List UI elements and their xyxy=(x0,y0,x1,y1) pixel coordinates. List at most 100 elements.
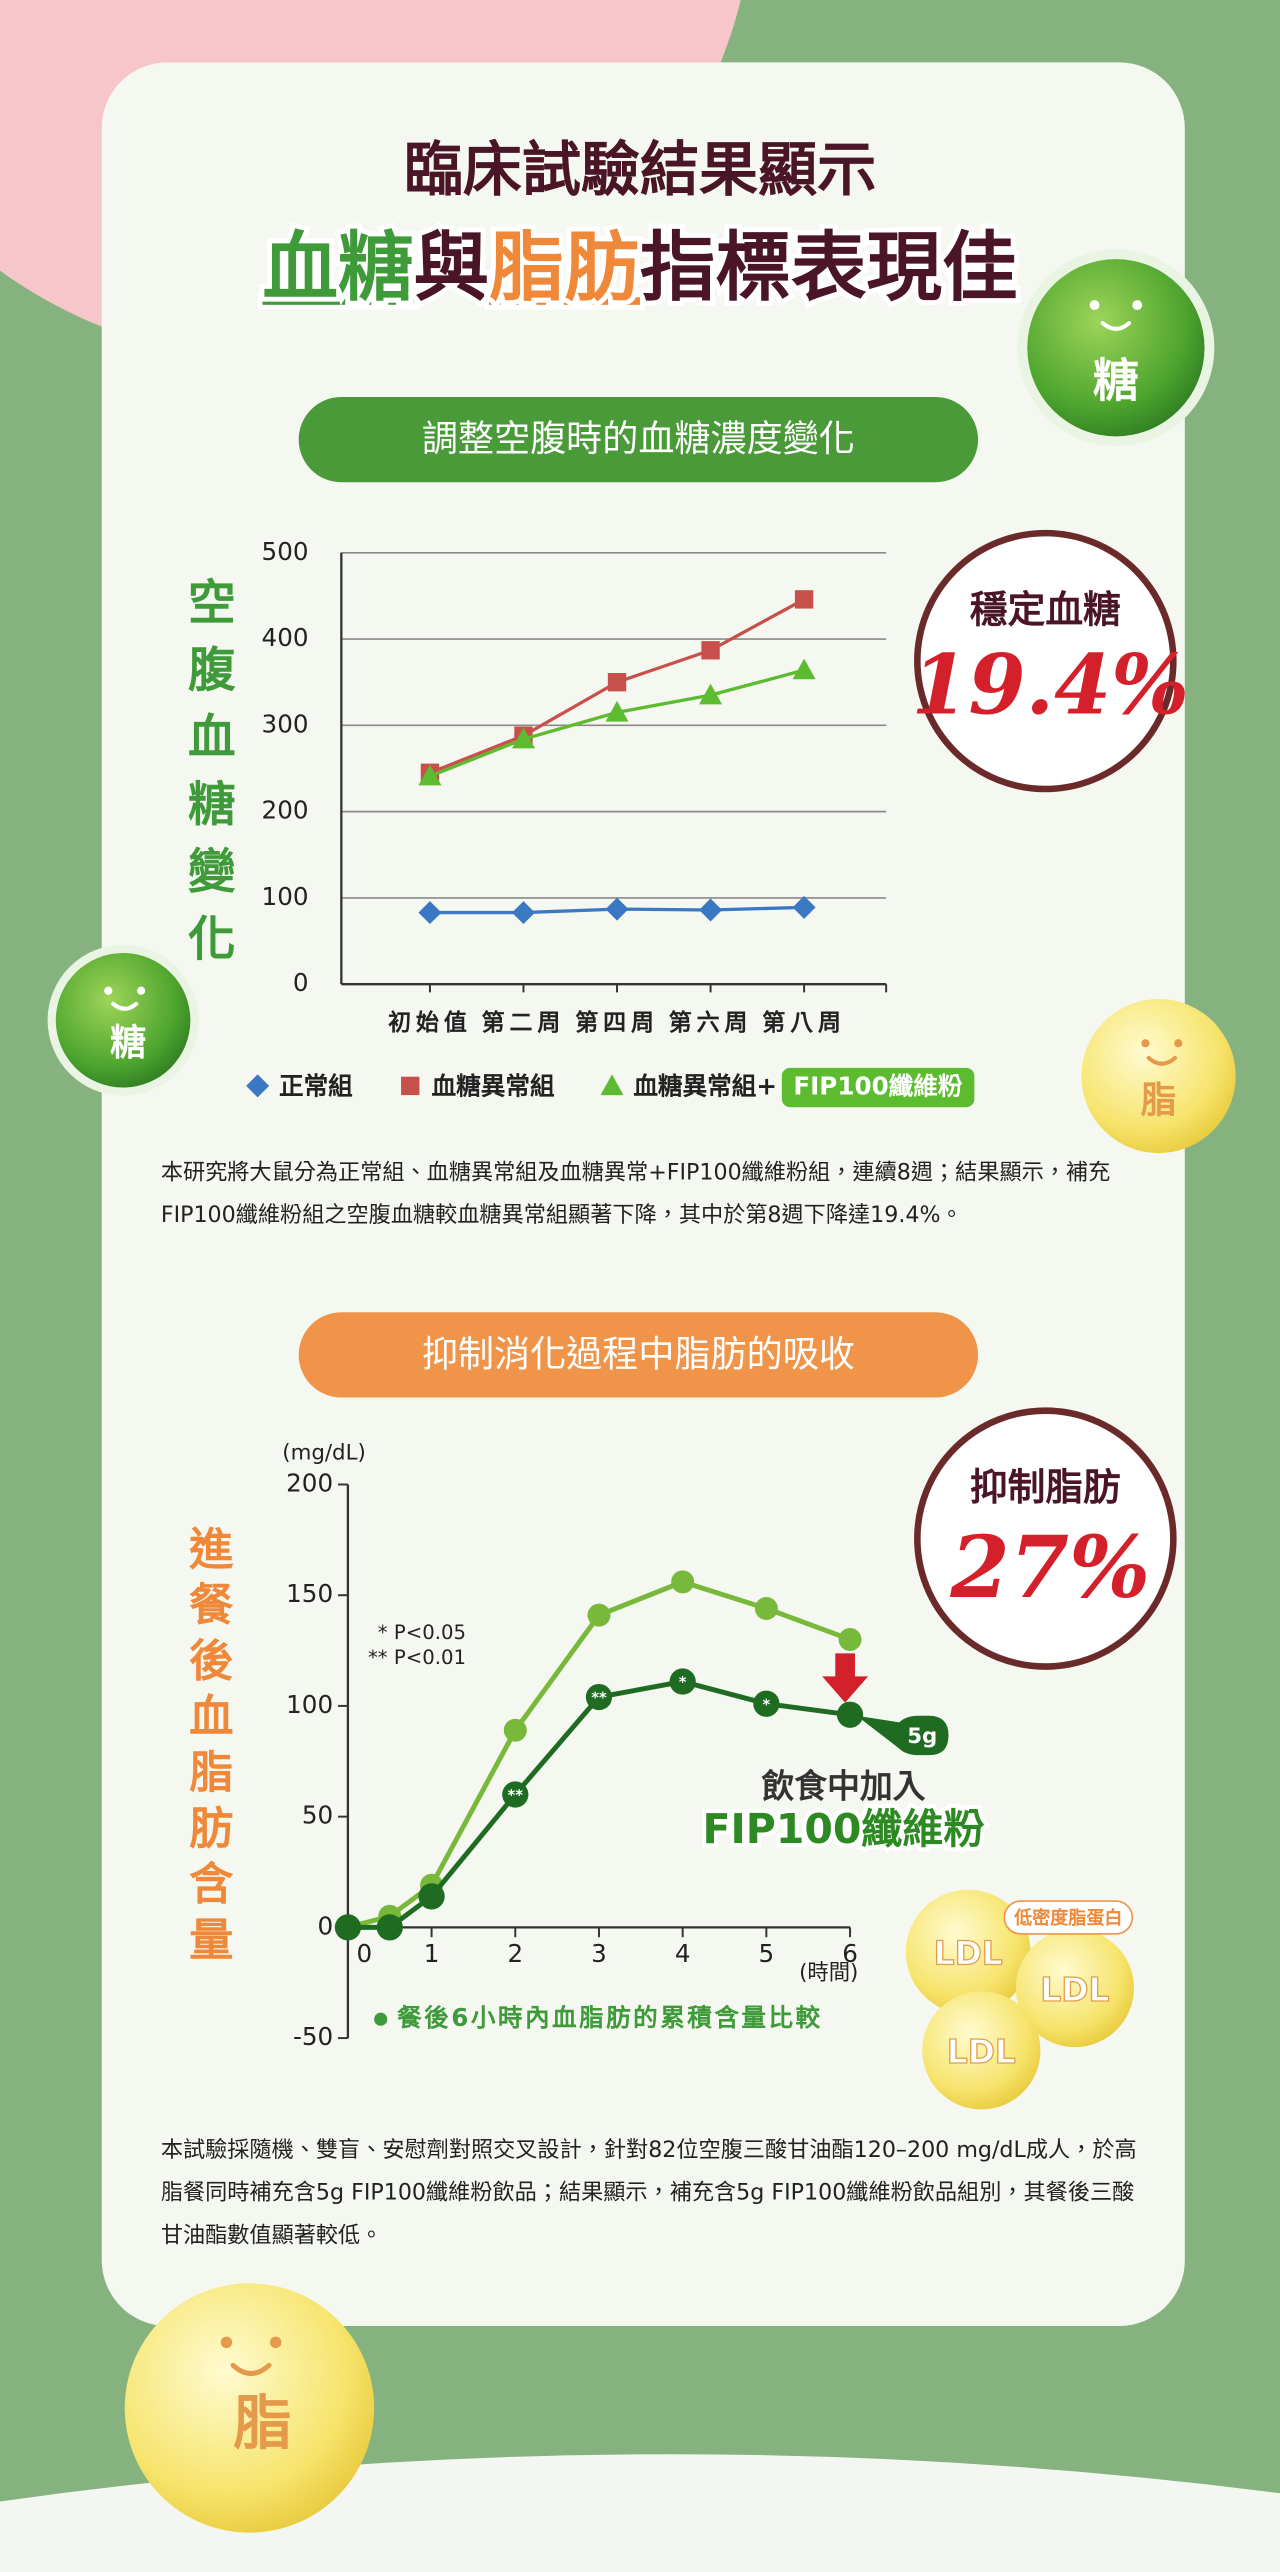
point xyxy=(671,1570,695,1594)
badge-value: 19.4% xyxy=(911,638,1189,734)
point-label: ** xyxy=(591,1690,607,1707)
x-tick-label: 3 xyxy=(591,1939,607,1968)
ldl-name: 低密度脂蛋白 xyxy=(1013,1907,1122,1929)
caption-dot xyxy=(374,2012,388,2026)
point xyxy=(605,700,629,722)
badge xyxy=(914,529,1177,793)
point xyxy=(512,727,535,749)
point xyxy=(512,901,535,925)
point-label: * xyxy=(679,1674,687,1691)
significance-note: * P<0.05 xyxy=(378,1621,466,1644)
x-tick-label: 2 xyxy=(507,1939,523,1968)
note-box: 本試驗採隨機、雙盲、安慰劑對照交叉設計，針對82位空腹三酸甘油酯120–200 … xyxy=(160,2137,1137,2249)
title-part: 脂肪 xyxy=(489,223,640,311)
ldl-text: LDL xyxy=(947,2033,1016,2071)
point xyxy=(334,1914,362,1941)
card xyxy=(101,62,1185,2326)
point xyxy=(246,1074,270,1098)
point xyxy=(794,590,814,609)
section-heading: 抑制消化過程中脂肪的吸收 xyxy=(422,1334,855,1376)
sugar-blob: 糖 xyxy=(1017,249,1215,447)
x-tick-label: 1 xyxy=(424,1939,440,1968)
title-part: 指標表現佳 xyxy=(640,223,1017,311)
title-part: 與 xyxy=(414,223,490,311)
significance-note: ** P<0.01 xyxy=(368,1646,466,1669)
point-label: ** xyxy=(508,1787,524,1804)
badge-label: 穩定血糖 xyxy=(970,587,1121,631)
legend-label: 血糖異常組+ FIP100纖維粉 xyxy=(633,1072,963,1101)
badge-label: 抑制脂肪 xyxy=(970,1465,1121,1509)
x-tick-label: 第四周 xyxy=(575,1009,659,1036)
blob-text: 脂 xyxy=(1141,1079,1177,1121)
point xyxy=(753,1690,780,1717)
ldl-text: LDL xyxy=(1040,1971,1109,2009)
point xyxy=(585,1683,613,1711)
y-tick-label: 200 xyxy=(262,796,309,825)
tag-shape xyxy=(856,1715,949,1756)
ldl-text: LDL xyxy=(934,1935,1003,1973)
legend-label: 正常組 xyxy=(279,1072,353,1101)
y-tick-label: 300 xyxy=(262,709,309,738)
ldl-group: LDL LDL LDL 低密度脂蛋白 xyxy=(905,1889,1134,2110)
blob-text: 糖 xyxy=(1093,353,1139,407)
caption: 餐後6小時內血脂肪的累積含量比較 xyxy=(397,2003,822,2032)
badge-value: 27% xyxy=(949,1518,1150,1618)
x-tick-label: 0 xyxy=(356,1939,372,1968)
y-unit: (mg/dL) xyxy=(282,1440,366,1465)
point xyxy=(699,683,723,705)
y-tick-label: 50 xyxy=(302,1801,333,1830)
title-line2: 血糖與脂肪指標表現佳 xyxy=(263,223,1018,311)
blob-text: 脂 xyxy=(233,2389,292,2458)
point xyxy=(418,1883,445,1910)
x-tick-label: 6 xyxy=(842,1939,858,1968)
y-tick-label: 200 xyxy=(286,1468,333,1497)
point xyxy=(701,641,720,660)
x-tick-label: 4 xyxy=(675,1939,691,1968)
point xyxy=(600,1074,624,1096)
note: 本試驗採隨機、雙盲、安慰劑對照交叉設計，針對82位空腹三酸甘油酯120–200 … xyxy=(160,2137,1137,2249)
point xyxy=(792,658,816,680)
point xyxy=(699,898,723,922)
x-tick-label: 第八周 xyxy=(762,1009,846,1036)
annotation: 飲食中加入 xyxy=(761,1767,925,1805)
point xyxy=(418,764,442,786)
point xyxy=(838,1628,862,1651)
blob-text: 糖 xyxy=(110,1022,146,1064)
point xyxy=(418,901,442,925)
badge xyxy=(914,1407,1177,1670)
y-axis-title: 進餐後血脂肪含量 xyxy=(181,1525,234,1971)
y-tick-label: 150 xyxy=(286,1579,333,1608)
x-tick-label: 初始值 xyxy=(388,1009,472,1036)
point xyxy=(503,1718,527,1742)
point xyxy=(401,1076,420,1096)
ldl-pill xyxy=(1003,1900,1134,1935)
y-tick-label: 400 xyxy=(262,623,309,652)
x-tick-label: 5 xyxy=(759,1939,775,1968)
annotation: FIP100纖維粉 xyxy=(703,1805,985,1853)
note: 本研究將大鼠分為正常組、血糖異常組及血糖異常+FIP100纖維粉組，連續8週；結… xyxy=(160,1159,1111,1229)
fat-blob: 脂 xyxy=(124,2283,375,2533)
arrow xyxy=(822,1653,869,1703)
legend-label: 血糖異常組 xyxy=(432,1072,555,1101)
y-tick-label: 0 xyxy=(317,1911,333,1940)
y-tick-label: 100 xyxy=(262,882,309,911)
fat-blob: 脂 xyxy=(1081,998,1236,1154)
legend-pill xyxy=(781,1067,975,1108)
section-pill xyxy=(298,1312,979,1398)
title-part: 血糖 xyxy=(263,223,414,311)
point xyxy=(607,673,627,692)
y-tick-label: 0 xyxy=(293,968,309,997)
y-axis-title: 空腹血糖變化 xyxy=(179,577,235,981)
point xyxy=(792,895,816,919)
section-heading: 調整空腹時的血糖濃度變化 xyxy=(422,418,855,460)
sugar-blob: 糖 xyxy=(47,944,199,1096)
x-tick-label: 第二周 xyxy=(482,1009,566,1036)
point xyxy=(376,1914,403,1941)
point xyxy=(605,897,629,921)
point xyxy=(669,1668,696,1695)
point xyxy=(587,1603,611,1627)
tag-text: 5g xyxy=(907,1724,937,1749)
x-tick-label: 第六周 xyxy=(669,1009,753,1036)
point xyxy=(502,1781,529,1808)
